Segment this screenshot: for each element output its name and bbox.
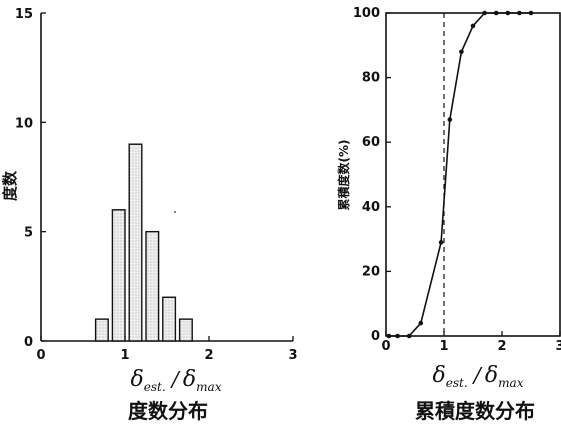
cumulative-x-tick-label: 1: [439, 339, 448, 354]
cumulative-data-point: [482, 10, 487, 16]
histogram-y-tick-label: 10: [15, 116, 33, 131]
histogram-y-tick-label: 15: [15, 7, 33, 22]
histogram-y-tick-label: 0: [24, 335, 33, 350]
cumulative-data-point: [528, 10, 534, 16]
cumulative-y-tick-label: 40: [362, 200, 380, 215]
cumulative-x-tick-label: 3: [555, 339, 561, 354]
cumulative-y-tick-label: 100: [353, 6, 380, 21]
scan-speck: [174, 211, 176, 213]
cumulative-y-tick-label: 80: [362, 71, 380, 86]
histogram-bar: [145, 230, 160, 342]
cumulative-data-point: [395, 333, 400, 339]
histogram-x-tick-label: 2: [204, 348, 213, 363]
cumulative-x-tick-label: 0: [381, 339, 390, 354]
histogram-bar: [162, 296, 177, 342]
cumulative-plot-frame: [385, 12, 561, 337]
cumulative-data-point: [418, 320, 424, 326]
cumulative-series-line: [388, 12, 531, 337]
cumulative-x-label-sub-est: est.: [446, 376, 468, 390]
histogram-x-label-sep: /: [170, 367, 181, 391]
histogram-caption: 度数分布: [128, 399, 208, 423]
cumulative-data-point: [438, 240, 444, 245]
cumulative-x-label-symbol-2: δ: [485, 363, 498, 388]
histogram-y-axis-title: 度数: [1, 170, 19, 201]
cumulative-x-tick-label: 2: [497, 339, 506, 354]
cumulative-y-tick-label: 0: [371, 329, 380, 344]
cumulative-data-point: [459, 49, 464, 55]
histogram-y-tick-label: 5: [24, 226, 33, 241]
histogram-bar: [128, 143, 143, 342]
cumulative-y-tick-label: 20: [362, 264, 380, 279]
cumulative-caption: 累積度数分布: [415, 399, 535, 423]
histogram-bar: [94, 318, 109, 342]
cumulative-data-point: [517, 10, 522, 16]
histogram-x-tick-label: 3: [288, 348, 297, 363]
histogram-x-tick-label: 0: [36, 348, 45, 363]
histogram-bar: [111, 209, 126, 342]
cumulative-x-label-symbol-1: δ: [432, 363, 445, 388]
histogram-x-axis-label: δest. / δmax: [130, 367, 221, 394]
histogram-bar: [178, 318, 193, 342]
cumulative-data-point: [386, 333, 392, 339]
histogram-x-label-symbol-2: δ: [183, 367, 196, 392]
cumulative-y-axis-title: 累積度数(%): [336, 140, 351, 211]
cumulative-y-tick-label: 60: [362, 135, 380, 150]
cumulative-x-axis-label: δest. / δmax: [432, 363, 523, 390]
histogram-x-tick-label: 1: [120, 348, 129, 363]
histogram-x-label-sub-est: est.: [144, 380, 166, 394]
cumulative-data-point: [470, 23, 476, 29]
cumulative-x-label-sep: /: [472, 363, 483, 387]
cumulative-x-label-sub-max: max: [498, 376, 524, 390]
cumulative-data-point: [493, 10, 499, 16]
histogram-x-label-symbol-1: δ: [130, 367, 143, 392]
histogram-x-label-sub-max: max: [196, 380, 222, 394]
cumulative-data-point: [406, 333, 412, 339]
cumulative-data-point: [447, 117, 453, 122]
cumulative-data-point: [505, 10, 511, 16]
